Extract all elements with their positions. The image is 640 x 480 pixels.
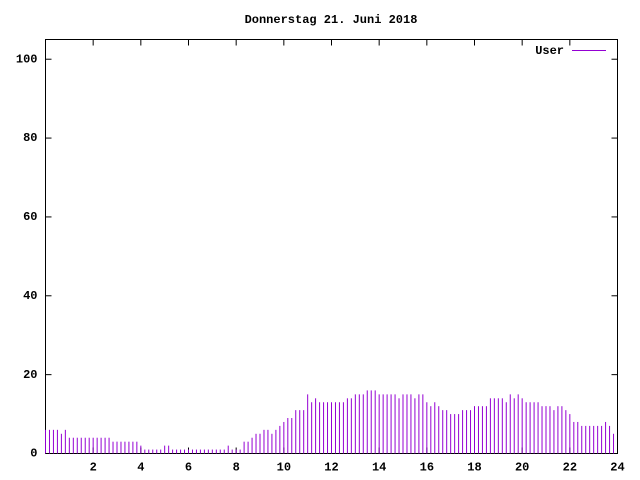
y-tick-label: 60 xyxy=(23,210,37,224)
x-tick-label: 24 xyxy=(610,461,624,475)
y-tick-label: 100 xyxy=(16,52,38,66)
x-tick-label: 16 xyxy=(420,461,434,475)
y-tick-label: 40 xyxy=(23,289,37,303)
x-tick-label: 14 xyxy=(372,461,386,475)
y-tick-label: 20 xyxy=(23,368,37,382)
x-tick-label: 12 xyxy=(324,461,338,475)
x-tick-label: 22 xyxy=(563,461,577,475)
legend-label: User xyxy=(535,44,564,58)
x-tick-label: 18 xyxy=(467,461,481,475)
x-tick-label: 10 xyxy=(277,461,291,475)
chart-title: Donnerstag 21. Juni 2018 xyxy=(245,13,418,27)
x-tick-label: 20 xyxy=(515,461,529,475)
x-tick-label: 8 xyxy=(233,461,240,475)
x-tick-label: 4 xyxy=(137,461,144,475)
x-tick-label: 6 xyxy=(185,461,192,475)
plot-frame xyxy=(45,39,618,454)
y-tick-label: 80 xyxy=(23,131,37,145)
y-tick-label: 0 xyxy=(30,447,37,461)
x-tick-label: 2 xyxy=(90,461,97,475)
